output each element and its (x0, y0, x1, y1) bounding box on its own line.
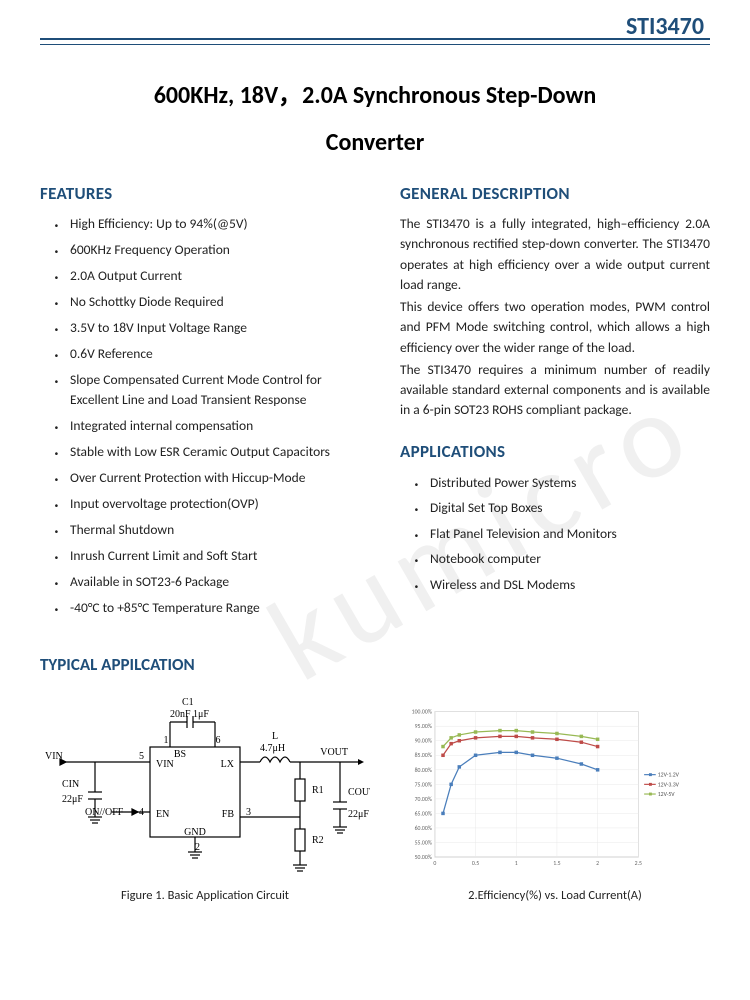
features-item: 3.5V to 18V Input Voltage Range (54, 318, 370, 339)
applications-item: Digital Set Top Boxes (414, 497, 710, 519)
svg-text:2: 2 (195, 842, 200, 853)
svg-text:COUT: COUT (348, 787, 370, 798)
bottom-row: VINCIN22μFON//OFF54VINENBSGNDLXFB1623C12… (40, 687, 710, 903)
svg-text:VOUT: VOUT (320, 747, 348, 758)
applications-list: Distributed Power Systems Digital Set Top… (400, 472, 710, 596)
svg-text:1: 1 (164, 735, 169, 746)
svg-text:R2: R2 (312, 835, 324, 846)
svg-text:1: 1 (515, 859, 518, 867)
applications-item: Wireless and DSL Modems (414, 574, 710, 596)
svg-text:12V-5V: 12V-5V (658, 790, 676, 798)
applications-item: Flat Panel Television and Monitors (414, 523, 710, 545)
features-item: Available in SOT23-6 Package (54, 572, 370, 593)
svg-text:VIN: VIN (156, 759, 174, 770)
circuit-container: VINCIN22μFON//OFF54VINENBSGNDLXFB1623C12… (40, 687, 370, 903)
svg-text:3: 3 (246, 807, 251, 818)
features-item: -40°C to +85°C Temperature Range (54, 598, 370, 619)
two-column-layout: FEATURES High Efficiency: Up to 94%(@5V)… (40, 183, 710, 624)
svg-text:50.00%: 50.00% (415, 853, 432, 861)
features-item: 0.6V Reference (54, 344, 370, 365)
features-item: 2.0A Output Current (54, 266, 370, 287)
description-heading: GENERAL DESCRIPTION (400, 183, 710, 204)
applications-item: Notebook computer (414, 548, 710, 570)
svg-text:70.00%: 70.00% (415, 795, 432, 803)
features-item: 600KHz Frequency Operation (54, 240, 370, 261)
svg-text:95.00%: 95.00% (415, 723, 432, 731)
svg-text:1.5: 1.5 (553, 859, 560, 867)
typical-heading: TYPICAL APPILCATION (40, 654, 710, 675)
svg-text:VIN: VIN (45, 751, 63, 762)
page-content: STI3470 600KHz, 18V，2.0A Synchronous Ste… (0, 0, 750, 913)
features-heading: FEATURES (40, 183, 370, 204)
features-item: Input overvoltage protection(OVP) (54, 494, 370, 515)
svg-text:4: 4 (139, 807, 144, 818)
svg-text:BS: BS (174, 749, 186, 760)
page-title-line2: Converter (40, 128, 710, 157)
features-item: Thermal Shutdown (54, 520, 370, 541)
svg-text:80.00%: 80.00% (415, 766, 432, 774)
svg-text:C1: C1 (182, 697, 194, 708)
svg-text:LX: LX (221, 759, 235, 770)
svg-text:4.7μH: 4.7μH (260, 743, 285, 754)
svg-text:65.00%: 65.00% (415, 810, 432, 818)
chart-container: 50.00% 55.00% 60.00% 65.00% 70.00% 75.00% 80.0… (400, 702, 710, 902)
svg-text:22μF: 22μF (62, 794, 83, 805)
description-p2: This device offers two operation modes, … (400, 297, 710, 358)
features-item: High Efficiency: Up to 94%(@5V) (54, 214, 370, 235)
svg-text:6: 6 (216, 735, 221, 746)
applications-item: Distributed Power Systems (414, 472, 710, 494)
applications-heading: APPLICATIONS (400, 441, 710, 462)
svg-text:75.00%: 75.00% (415, 781, 432, 789)
svg-text:CIN: CIN (62, 779, 79, 790)
features-item: Over Current Protection with Hiccup-Mode (54, 468, 370, 489)
svg-text:55.00%: 55.00% (415, 839, 432, 847)
svg-text:12V-3.3V: 12V-3.3V (658, 781, 680, 789)
svg-text:EN: EN (156, 809, 169, 820)
features-item: Integrated internal compensation (54, 416, 370, 437)
description-p3: The STI3470 requires a minimum number of… (400, 360, 710, 421)
svg-text:12V-1.2V: 12V-1.2V (658, 771, 680, 779)
efficiency-chart: 50.00% 55.00% 60.00% 65.00% 70.00% 75.00% 80.0… (400, 702, 710, 876)
header-underline (40, 44, 710, 45)
header-bar: STI3470 (40, 12, 710, 40)
circuit-diagram: VINCIN22μFON//OFF54VINENBSGNDLXFB1623C12… (40, 687, 370, 877)
svg-text:R1: R1 (312, 785, 324, 796)
svg-text:2.5: 2.5 (635, 859, 642, 867)
features-item: Slope Compensated Current Mode Control f… (54, 370, 370, 412)
part-number: STI3470 (40, 12, 710, 41)
svg-text:60.00%: 60.00% (415, 824, 432, 832)
features-item: Inrush Current Limit and Soft Start (54, 546, 370, 567)
svg-text:2: 2 (596, 859, 599, 867)
svg-text:L: L (272, 731, 278, 742)
features-item: No Schottky Diode Required (54, 292, 370, 313)
svg-text:85.00%: 85.00% (415, 752, 432, 760)
page-title-line1: 600KHz, 18V，2.0A Synchronous Step-Down (40, 75, 710, 110)
svg-text:5: 5 (139, 751, 144, 762)
right-column: GENERAL DESCRIPTION The STI3470 is a ful… (400, 183, 710, 624)
svg-text:FB: FB (222, 809, 235, 820)
circuit-caption: Figure 1. Basic Application Circuit (40, 888, 370, 903)
svg-text:0.5: 0.5 (472, 859, 479, 867)
svg-text:90.00%: 90.00% (415, 737, 432, 745)
svg-text:ON//OFF: ON//OFF (85, 807, 124, 818)
svg-text:GND: GND (184, 827, 206, 838)
left-column: FEATURES High Efficiency: Up to 94%(@5V)… (40, 183, 370, 624)
svg-text:100.00%: 100.00% (412, 708, 432, 716)
svg-text:20nF 1μF: 20nF 1μF (170, 709, 209, 720)
chart-caption: 2.Efficiency(%) vs. Load Current(A) (400, 888, 710, 903)
description-p1: The STI3470 is a fully integrated, high–… (400, 214, 710, 295)
features-list: High Efficiency: Up to 94%(@5V) 600KHz Fr… (40, 214, 370, 619)
features-item: Stable with Low ESR Ceramic Output Capac… (54, 442, 370, 463)
svg-text:22μF: 22μF (348, 809, 369, 820)
svg-text:0: 0 (433, 859, 436, 867)
